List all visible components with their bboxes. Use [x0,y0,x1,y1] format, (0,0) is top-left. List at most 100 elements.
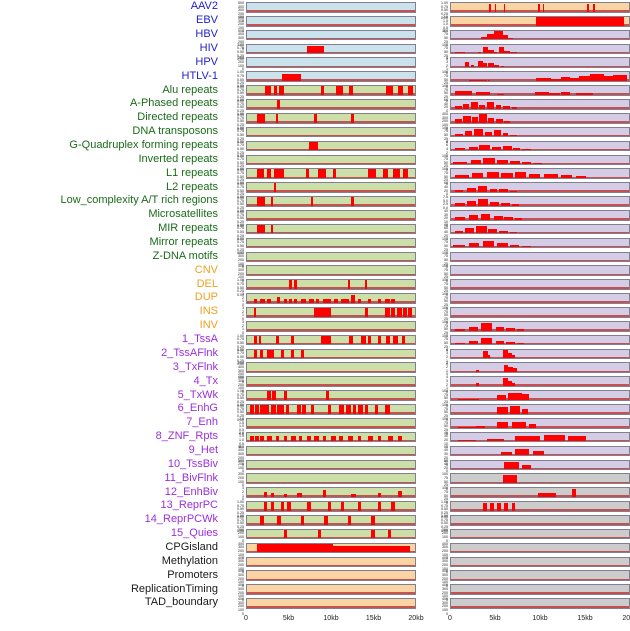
baseline [247,121,415,123]
track-signal-bar [291,350,294,359]
track-signal-bar [254,350,257,359]
track-signal-bar [517,329,524,330]
track-signal-bar [277,516,280,525]
track-signal-bar [307,436,310,442]
track-signal-bar [497,243,508,247]
track-signal-bar [613,75,627,81]
track-signal-bar [260,436,263,442]
track-signal-bar [489,4,490,12]
track-signal-bar [496,105,501,108]
track-signal-bar [281,502,284,511]
track-signal-bar [469,327,478,331]
track-signal-bar [506,342,515,345]
track-signal-bar [255,405,258,414]
baseline [247,565,415,567]
track-signal-bar [282,74,300,81]
track-signal-bar [488,229,497,233]
track-signal-bar [458,427,476,428]
right-track-plot [450,460,630,471]
track-signal-bar [326,391,329,400]
track-signal-bar [271,493,274,497]
track-signal-bar [361,336,366,345]
track-signal-bar [314,308,331,317]
track-signal-bar [284,494,287,497]
track-signal-bar [497,160,508,165]
baseline [247,426,415,428]
track-signal-bar [341,502,344,511]
track-signal-bar [274,86,277,95]
track-signal-bar [271,225,274,234]
left-track-plot [246,279,416,290]
track-signal-bar [368,436,373,442]
track-signal-bar [465,228,474,233]
track-signal-bar [503,133,508,136]
track-signal-bar [522,149,531,150]
track-signal-bar [497,94,504,95]
track-signal-bar [331,436,336,442]
track-signal-bar [333,169,336,178]
track-signal-bar [267,169,270,178]
track-label-4-tx: 4_Tx [0,376,218,387]
track-signal-bar [398,491,401,497]
baseline [247,523,415,525]
baseline [247,482,415,484]
track-signal-bar [529,174,540,178]
xaxis-tick: 0 [244,615,248,622]
track-signal-bar [496,327,505,330]
track-signal-bar [368,169,376,178]
baseline [451,592,629,594]
track-signal-bar [365,308,368,317]
track-label-13-reprpc: 13_ReprPC [0,500,218,511]
track-signal-bar [510,135,517,137]
xaxis-tick: 15kb [366,615,381,622]
track-signal-bar [307,46,324,53]
right-track-plot [450,570,630,581]
track-signal-bar [572,489,576,497]
track-signal-bar [250,405,253,414]
right-track-plot [450,543,630,554]
left-track-plot [246,349,416,360]
right-track-plot [450,321,630,332]
track-signal-bar [385,405,390,414]
track-signal-bar [267,299,270,302]
baseline [451,107,629,109]
xaxis-tick: 10kb [323,615,338,622]
track-label-hpv: HPV [0,57,218,68]
track-signal-bar [455,148,466,150]
track-signal-bar [321,336,331,345]
track-signal-bar [490,503,494,511]
baseline [247,343,415,345]
baseline [451,412,629,414]
track-signal-bar [579,76,590,81]
baseline [451,440,629,442]
track-signal-bar [472,173,483,178]
right-track-plot [450,196,630,207]
right-track-plot [450,2,630,13]
right-track-plot [450,141,630,152]
track-signal-bar [393,169,400,178]
track-signal-bar [576,176,587,178]
track-label-tad-boundary: TAD_boundary [0,597,218,608]
right-track-plot [450,376,630,387]
track-signal-bar [388,436,393,442]
left-track-plot [246,196,416,207]
track-signal-bar [476,226,487,233]
track-signal-bar [403,308,406,317]
track-signal-bar [504,380,506,386]
track-signal-bar [311,405,314,414]
baseline [247,79,415,81]
track-signal-bar [522,246,531,248]
